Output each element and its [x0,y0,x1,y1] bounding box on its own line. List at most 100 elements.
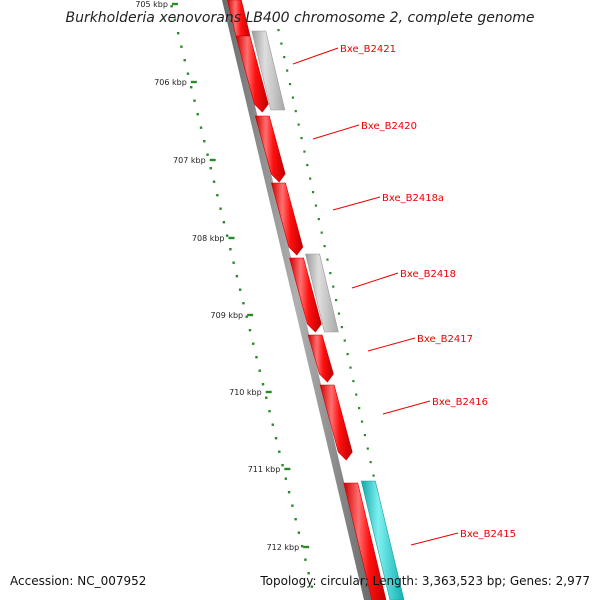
accession-text: Accession: NC_007952 [10,574,147,588]
gene-leader-line [351,272,399,289]
ruler-dot [304,558,307,561]
ruler-dot [190,86,193,89]
ruler-tick [228,236,235,240]
guide-dot [317,218,320,221]
ruler-dots [170,5,398,588]
guide-dot [332,285,335,288]
ruler-dot [183,59,186,62]
ruler-tick [284,467,291,471]
ruler-dot [170,5,173,8]
gene-label[interactable]: Bxe_B2416 [432,397,488,408]
guide-dot [329,272,332,275]
ruler-dot [258,369,261,372]
cds-arrow [271,182,304,256]
guide-dot [294,110,297,113]
ruler-dot [265,396,268,399]
guide-dot [358,407,361,410]
ruler-dot [235,275,239,278]
backbone-line [222,0,372,600]
ruler-dot [222,221,226,224]
ruler-tick [247,313,254,317]
ruler-tick-label: 708 kbp [192,234,225,243]
ruler-dot [196,113,199,116]
trna-feature [251,30,286,111]
cds-arrow [307,334,334,383]
other-feature [360,480,405,600]
ruler-tick [190,80,197,84]
cds-arrow [343,482,387,600]
ruler-tick [265,390,272,394]
gene-leader-line [292,47,339,65]
guide-dot [283,56,286,59]
ruler-dot [287,491,291,494]
guide-dot [349,366,352,369]
gene-label[interactable]: Bxe_B2418 [400,269,456,280]
ruler-tick-label: 707 kbp [173,156,206,165]
ruler-dot [271,423,274,426]
guide-dot [291,96,294,99]
guide-dot [343,339,346,342]
cds-arrow [319,384,353,461]
guide-dot [360,420,364,423]
ruler-tick [209,158,216,162]
ruler-dot [255,356,258,359]
gene-label[interactable]: Bxe_B2420 [361,121,417,132]
ruler-dot [252,342,255,345]
map-title: Burkholderia xenovorans LB400 chromosome… [65,10,535,26]
guide-dot [340,326,343,329]
guide-dot [288,83,292,86]
ruler-dot [238,288,242,291]
ruler-dot [248,329,252,332]
ruler-tick-label: 709 kbp [211,311,244,320]
ruler-dot [310,585,314,588]
guide-dot [366,447,369,450]
ruler-dot [209,167,212,170]
ruler-dot [274,437,278,440]
guide-dot [300,137,303,140]
gene-leader-line [332,196,381,211]
guide-dot [303,150,306,153]
ruler-dot [281,464,284,467]
guide-dot [337,312,341,315]
ruler-dot [268,410,271,413]
ruler-dot [261,383,265,386]
gene-leader-line [410,532,459,546]
gene-label[interactable]: Bxe_B2417 [417,334,473,345]
gene-leader-line [382,400,431,415]
cds-arrow [289,257,322,333]
guide-dot [306,164,309,167]
guide-dot [320,231,323,234]
guide-dot [323,245,326,248]
backbone [222,0,372,600]
guide-dot [363,434,366,437]
ruler-dot [203,140,206,143]
gene-label[interactable]: Bxe_B2415 [460,529,516,540]
ruler-dot [216,194,219,197]
gene-labels: Bxe_B2421 Bxe_B2420 Bxe_B2418a Bxe_B2418 Bxe… [292,44,516,546]
ruler-dot [307,572,310,575]
ruler-tick-label: 710 kbp [229,388,262,397]
ruler-dot [180,45,183,48]
ruler-dot [199,126,203,129]
cds-arrow [235,35,269,113]
guide-dot [352,380,355,383]
ruler-dot [225,234,229,237]
guide-dot [277,29,280,32]
guide-dot [297,123,300,126]
gene-label[interactable]: Bxe_B2421 [340,44,396,55]
ruler-dot [219,207,222,210]
guide-dot [309,177,312,180]
ruler-dot [212,180,216,183]
gene-leader-line [367,337,416,352]
ruler-dot [173,18,177,21]
guide-dot [311,191,315,194]
guide-dot [372,474,375,477]
guide-dot [335,299,338,302]
guide-dot [280,42,283,45]
ruler-tick [171,2,178,6]
gene-label[interactable]: Bxe_B2418a [382,193,444,204]
ruler-dot [284,477,288,480]
guide-dot [326,258,329,261]
ruler-tick-label: 706 kbp [154,78,187,87]
